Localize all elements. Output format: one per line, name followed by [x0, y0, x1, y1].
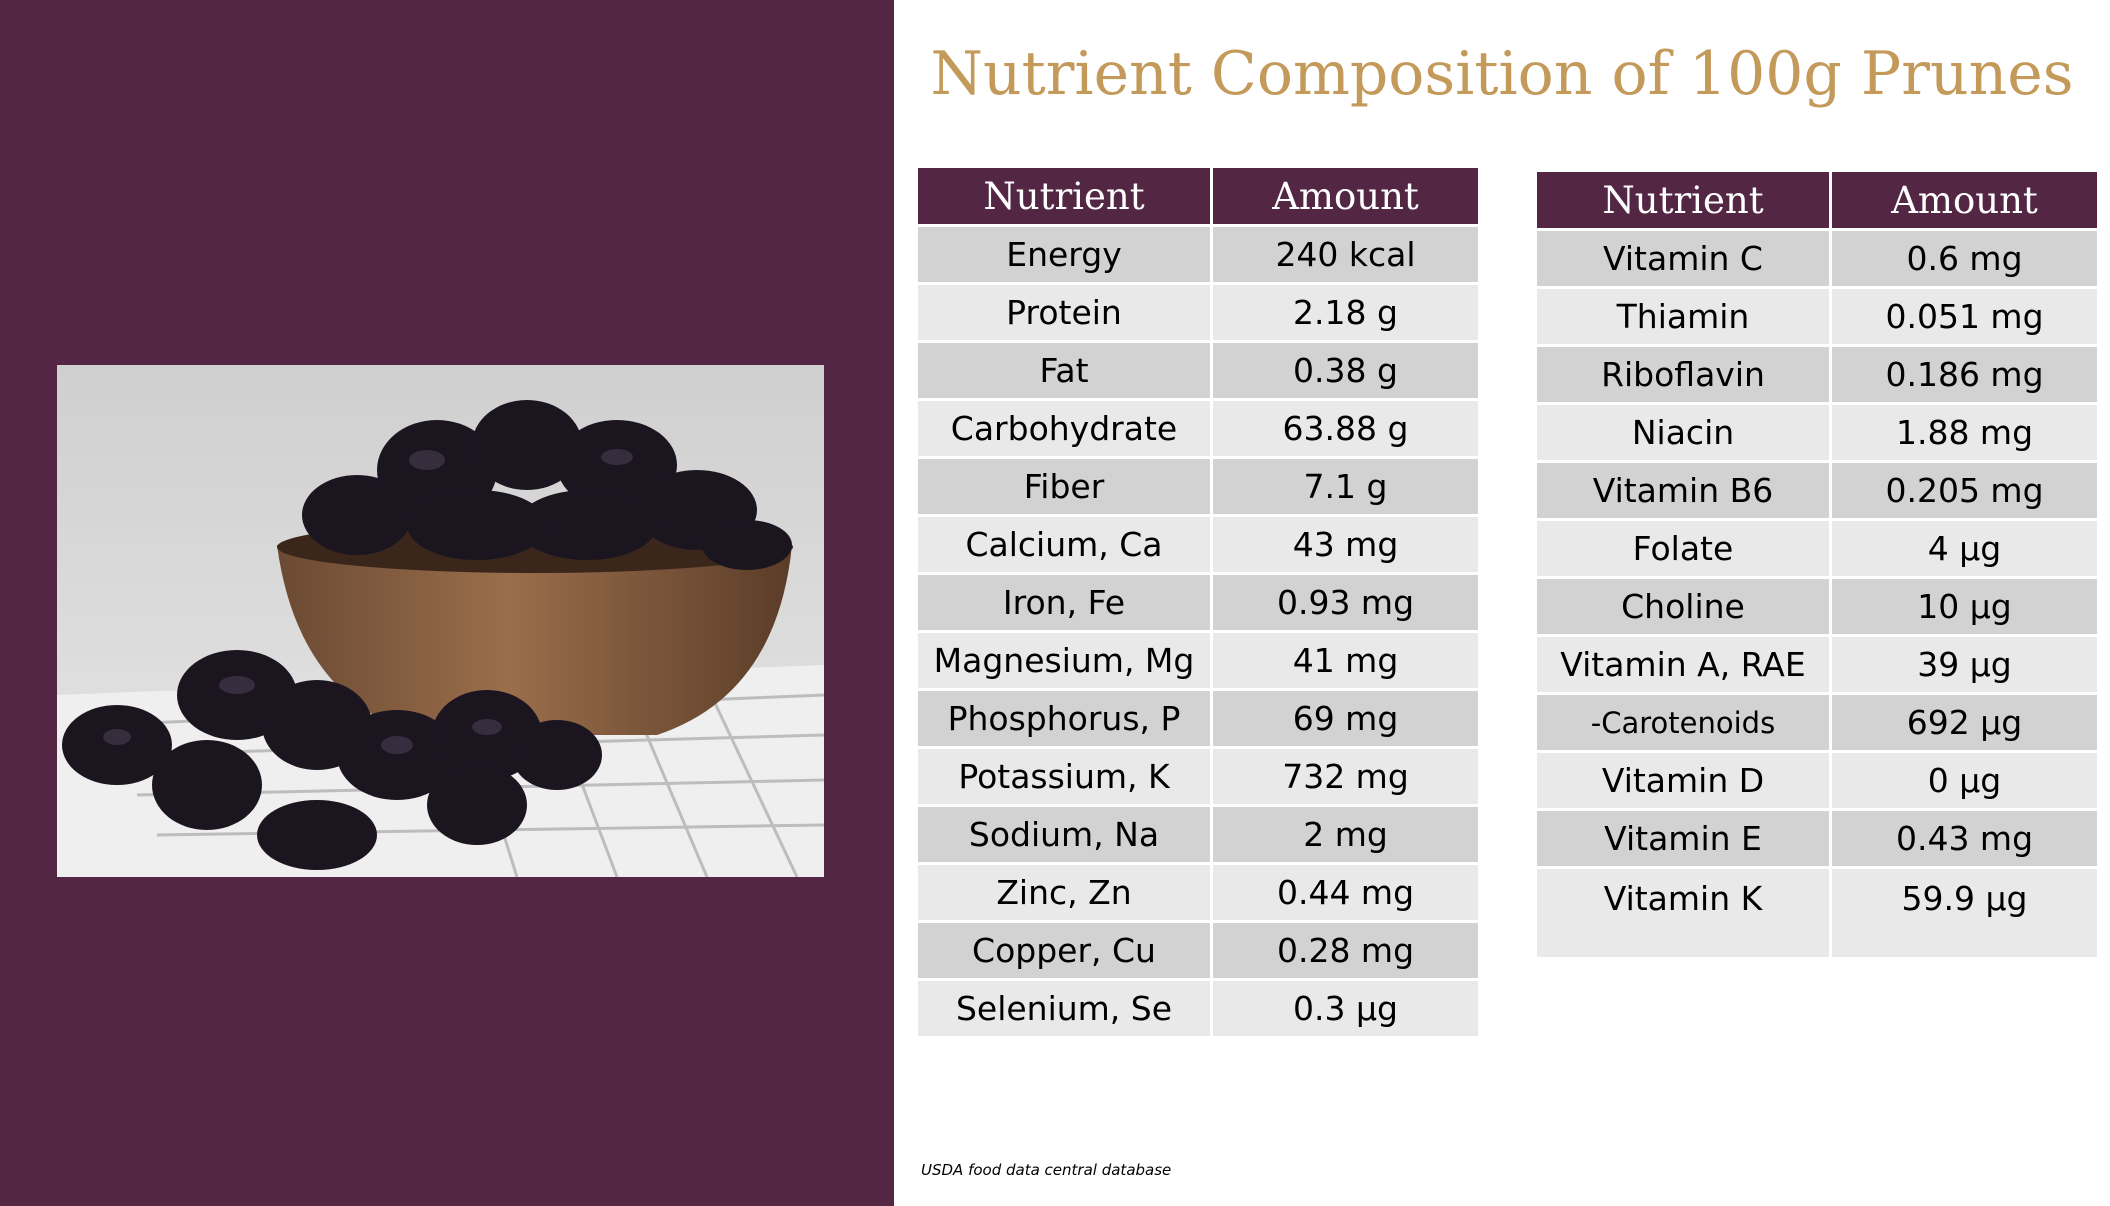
- nutrient-amount: 69 mg: [1210, 688, 1481, 749]
- table-row: Copper, Cu 0.28 mg: [915, 920, 1481, 981]
- nutrient-name: Folate: [1534, 518, 1832, 579]
- nutrient-name: Fat: [915, 340, 1213, 401]
- table-header-row: Nutrient Amount: [915, 165, 1481, 227]
- nutrient-name: Protein: [915, 282, 1213, 343]
- nutrient-amount: 0 µg: [1829, 750, 2100, 811]
- nutrient-amount: 1.88 mg: [1829, 402, 2100, 463]
- nutrient-name: Vitamin B6: [1534, 460, 1832, 521]
- nutrient-amount: 0.205 mg: [1829, 460, 2100, 521]
- header-nutrient: Nutrient: [915, 165, 1213, 227]
- table-row: Vitamin E 0.43 mg: [1534, 808, 2100, 869]
- nutrient-name: Iron, Fe: [915, 572, 1213, 633]
- nutrient-name: Sodium, Na: [915, 804, 1213, 865]
- nutrient-name: Vitamin D: [1534, 750, 1832, 811]
- nutrient-amount: 59.9 µg: [1829, 866, 2100, 960]
- nutrient-name: -Carotenoids: [1534, 692, 1832, 753]
- nutrient-amount: 10 µg: [1829, 576, 2100, 637]
- nutrient-amount: 240 kcal: [1210, 224, 1481, 285]
- table-header-row: Nutrient Amount: [1534, 169, 2100, 231]
- nutrient-amount: 41 mg: [1210, 630, 1481, 691]
- nutrient-name: Carbohydrate: [915, 398, 1213, 459]
- nutrient-name: Vitamin E: [1534, 808, 1832, 869]
- nutrient-name: Niacin: [1534, 402, 1832, 463]
- vitamins-table: Nutrient Amount Vitamin C 0.6 mg Thiamin 0…: [1534, 169, 2100, 960]
- nutrient-amount: 0.38 g: [1210, 340, 1481, 401]
- nutrient-name: Zinc, Zn: [915, 862, 1213, 923]
- table-row: Magnesium, Mg 41 mg: [915, 630, 1481, 691]
- table-row: Carbohydrate 63.88 g: [915, 398, 1481, 459]
- nutrient-amount: 732 mg: [1210, 746, 1481, 807]
- nutrient-name: Phosphorus, P: [915, 688, 1213, 749]
- nutrient-name: Energy: [915, 224, 1213, 285]
- table-row: Choline 10 µg: [1534, 576, 2100, 637]
- table-row: Folate 4 µg: [1534, 518, 2100, 579]
- nutrient-amount: 0.43 mg: [1829, 808, 2100, 869]
- minerals-macros-table: Nutrient Amount Energy 240 kcal Protein 2.…: [915, 165, 1481, 1039]
- table-row: Potassium, K 732 mg: [915, 746, 1481, 807]
- table-row: Calcium, Ca 43 mg: [915, 514, 1481, 575]
- nutrient-name: Vitamin K: [1534, 866, 1832, 960]
- table-row: Vitamin A, RAE 39 µg: [1534, 634, 2100, 695]
- table-row: Sodium, Na 2 mg: [915, 804, 1481, 865]
- table-row: Vitamin B6 0.205 mg: [1534, 460, 2100, 521]
- table-row: Phosphorus, P 69 mg: [915, 688, 1481, 749]
- page-title: Nutrient Composition of 100g Prunes: [930, 39, 2074, 109]
- nutrient-name: Fiber: [915, 456, 1213, 517]
- table-row: Selenium, Se 0.3 µg: [915, 978, 1481, 1039]
- nutrient-amount: 0.3 µg: [1210, 978, 1481, 1039]
- nutrient-amount: 63.88 g: [1210, 398, 1481, 459]
- nutrient-amount: 692 µg: [1829, 692, 2100, 753]
- prunes-in-bowl-image: [57, 365, 824, 877]
- nutrient-amount: 4 µg: [1829, 518, 2100, 579]
- header-amount: Amount: [1210, 165, 1481, 227]
- nutrient-name: Selenium, Se: [915, 978, 1213, 1039]
- nutrient-amount: 2 mg: [1210, 804, 1481, 865]
- table-row: Vitamin K 59.9 µg: [1534, 866, 2100, 960]
- table-row: Zinc, Zn 0.44 mg: [915, 862, 1481, 923]
- nutrient-name: Choline: [1534, 576, 1832, 637]
- table-row: Iron, Fe 0.93 mg: [915, 572, 1481, 633]
- table-row: Fiber 7.1 g: [915, 456, 1481, 517]
- nutrient-amount: 39 µg: [1829, 634, 2100, 695]
- header-amount: Amount: [1829, 169, 2100, 231]
- left-panel: [0, 0, 894, 1206]
- nutrient-amount: 0.051 mg: [1829, 286, 2100, 347]
- table-row: -Carotenoids 692 µg: [1534, 692, 2100, 753]
- nutrient-amount: 0.28 mg: [1210, 920, 1481, 981]
- nutrient-name: Magnesium, Mg: [915, 630, 1213, 691]
- nutrient-amount: 7.1 g: [1210, 456, 1481, 517]
- prunes-photo: [57, 365, 824, 877]
- nutrient-name: Thiamin: [1534, 286, 1832, 347]
- table-row: Riboflavin 0.186 mg: [1534, 344, 2100, 405]
- table-row: Thiamin 0.051 mg: [1534, 286, 2100, 347]
- table-row: Protein 2.18 g: [915, 282, 1481, 343]
- nutrient-name: Calcium, Ca: [915, 514, 1213, 575]
- source-note: USDA food data central database: [921, 1161, 1172, 1179]
- table-row: Vitamin C 0.6 mg: [1534, 228, 2100, 289]
- nutrient-name: Vitamin A, RAE: [1534, 634, 1832, 695]
- nutrient-name: Potassium, K: [915, 746, 1213, 807]
- nutrient-name: Copper, Cu: [915, 920, 1213, 981]
- nutrient-amount: 0.93 mg: [1210, 572, 1481, 633]
- table-row: Niacin 1.88 mg: [1534, 402, 2100, 463]
- nutrient-amount: 0.186 mg: [1829, 344, 2100, 405]
- header-nutrient: Nutrient: [1534, 169, 1832, 231]
- table-row: Energy 240 kcal: [915, 224, 1481, 285]
- nutrient-amount: 0.44 mg: [1210, 862, 1481, 923]
- nutrient-name: Riboflavin: [1534, 344, 1832, 405]
- table-row: Fat 0.38 g: [915, 340, 1481, 401]
- nutrient-amount: 43 mg: [1210, 514, 1481, 575]
- nutrient-amount: 0.6 mg: [1829, 228, 2100, 289]
- nutrient-amount: 2.18 g: [1210, 282, 1481, 343]
- nutrient-name: Vitamin C: [1534, 228, 1832, 289]
